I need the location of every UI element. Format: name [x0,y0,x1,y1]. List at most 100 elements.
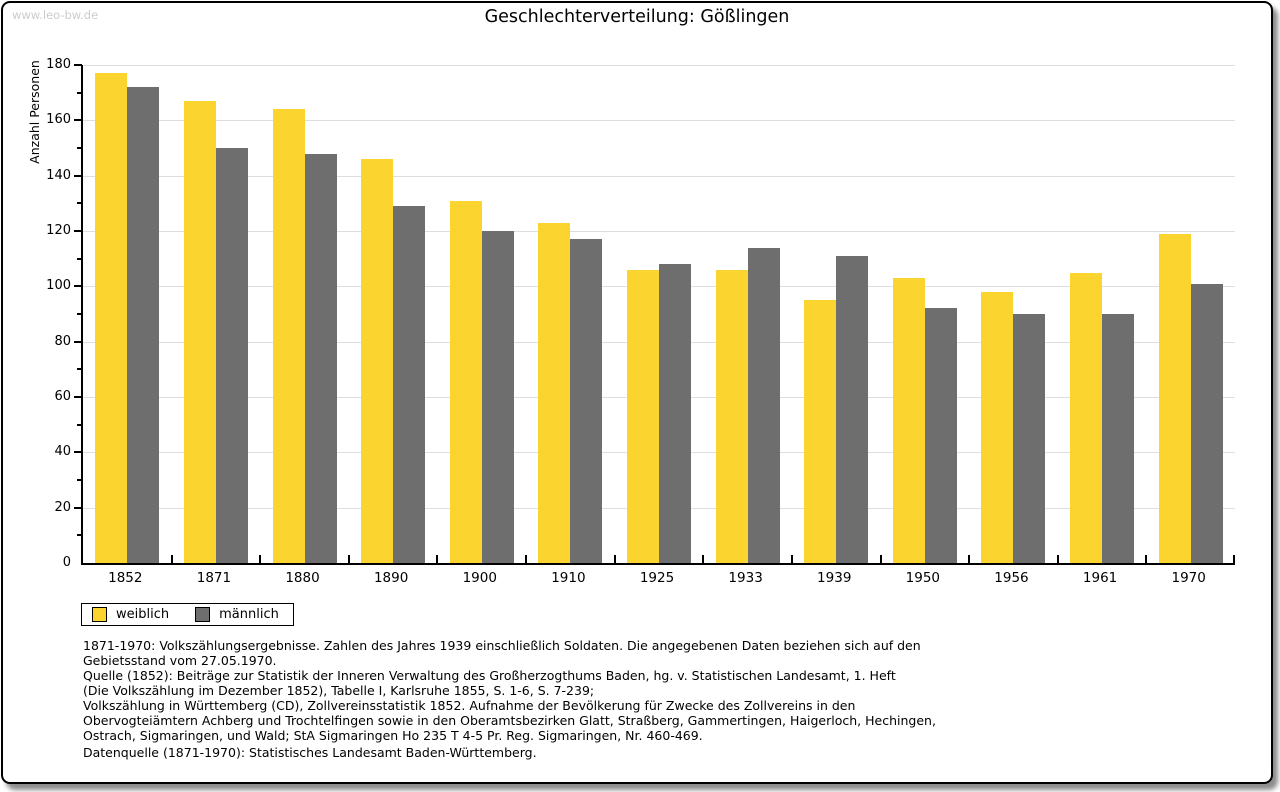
bar-männlich-1933 [747,247,780,563]
y-major-tick [74,506,82,509]
footnote-line: (Die Volkszählung im Dezember 1852), Tab… [83,683,595,698]
x-axis-labels: 1852 1871 1880 1890 1900 1910 1925 1933 1939 1950… [81,570,1233,590]
gridline [83,231,1235,232]
y-minor-tick [77,423,82,426]
y-minor-tick [77,534,82,537]
bar-männlich-1910 [570,239,603,563]
y-tick-label: 40 [54,444,71,460]
y-major-tick [74,64,82,66]
y-major-tick [74,396,82,398]
x-boundary-tick [1233,555,1235,563]
y-tick-label: 120 [46,223,71,238]
x-tick-label: 1900 [462,570,497,586]
bar-männlich-1950 [924,308,957,563]
y-tick-label: 80 [54,333,71,349]
x-boundary-tick [170,555,173,563]
x-tick-label: 1852 [108,570,143,586]
bar-weiblich-1871 [183,100,216,563]
x-boundary-tick [347,555,350,563]
y-tick-label: 100 [46,278,71,294]
x-boundary-tick [613,555,616,563]
bar-weiblich-1925 [627,269,659,563]
plot-area [74,64,1235,565]
x-tick-label: 1956 [994,570,1029,586]
x-boundary-tick [879,555,882,563]
bar-männlich-1900 [481,231,514,563]
y-major-tick [74,230,82,232]
bar-männlich-1970 [1190,283,1223,563]
y-minor-tick [77,479,82,481]
footnote-line: Ostrach, Sigmaringen, und Wald; StA Sigm… [83,728,703,743]
x-boundary-tick [790,555,793,563]
bar-männlich-1852 [127,87,160,563]
y-tick-label: 180 [46,57,71,72]
y-major-tick [74,285,82,288]
x-boundary-tick [1056,555,1059,563]
y-minor-tick [77,313,82,315]
bar-weiblich-1950 [892,278,925,563]
y-major-tick [74,119,82,122]
bar-weiblich-1910 [538,222,571,563]
bar-weiblich-1900 [449,200,482,563]
chart-title: Geschlechterverteilung: Gößlingen [484,7,790,27]
y-tick-label: 60 [54,389,71,404]
bar-weiblich-1939 [804,300,837,563]
bar-weiblich-1880 [272,109,305,563]
bar-männlich-1939 [836,255,869,563]
bar-weiblich-1933 [715,269,748,563]
bar-männlich-1956 [1013,314,1046,563]
bar-männlich-1880 [304,153,337,563]
x-boundary-tick [259,555,262,563]
x-boundary-tick [525,555,528,563]
bar-weiblich-1956 [981,291,1014,563]
bar-männlich-1871 [215,148,248,563]
bar-weiblich-1961 [1070,272,1103,563]
bar-männlich-1925 [659,264,691,563]
x-boundary-tick [702,555,705,563]
y-major-tick [74,340,82,343]
x-tick-label: 1880 [285,570,320,586]
bar-männlich-1890 [393,206,426,563]
bar-weiblich-1970 [1158,233,1191,563]
y-minor-tick [77,202,82,205]
x-tick-label: 1970 [1171,570,1206,586]
y-tick-label: 140 [46,167,71,183]
y-axis-labels: 0 20 40 60 80 100 120 140 160 180 [3,57,75,570]
x-boundary-tick [436,555,439,563]
footnote-line: Gebietsstand vom 27.05.1970. [83,653,277,668]
bar-weiblich-1852 [95,73,128,563]
footnote-block: 1871-1970: Volkszählungsergebnisse. Zahl… [83,638,936,743]
y-major-tick [74,451,82,454]
bar-männlich-1961 [1102,314,1135,563]
y-minor-tick [77,368,82,371]
gridline [83,175,1235,177]
x-tick-label: 1871 [196,570,232,586]
maennlich-swatch-icon [195,607,211,622]
x-boundary-tick [968,555,971,563]
y-tick-label: 20 [54,499,71,515]
x-tick-label: 1961 [1082,570,1118,586]
footnote-line: Quelle (1852): Beiträge zur Statistik de… [83,668,896,683]
x-tick-label: 1925 [639,570,675,586]
weiblich-swatch-icon [92,607,107,622]
y-tick-label: 160 [46,112,71,128]
y-minor-tick [77,147,82,149]
x-tick-label: 1933 [728,570,763,586]
gridline [83,120,1235,122]
y-minor-tick [77,257,82,260]
footnote-line: Volkszählung in Württemberg (CD), Zollve… [83,698,856,713]
y-tick-label: 0 [62,555,71,570]
watermark: www.leo-bw.de [12,8,99,22]
x-boundary-tick [1145,555,1148,563]
legend-label: weiblich [116,607,170,622]
footnote-line: Obervogteiämtern Achberg und Trochtelfin… [83,713,936,728]
bar-weiblich-1890 [361,159,394,563]
gridline [83,65,1235,66]
x-tick-label: 1890 [373,570,409,586]
legend-label: männlich [219,607,279,622]
y-major-tick [74,174,82,177]
footnote-line: 1871-1970: Volkszählungsergebnisse. Zahl… [83,638,921,653]
legend-item-maennlich: männlich [195,607,279,622]
source-line: Datenquelle (1871-1970): Statistisches L… [83,745,537,760]
